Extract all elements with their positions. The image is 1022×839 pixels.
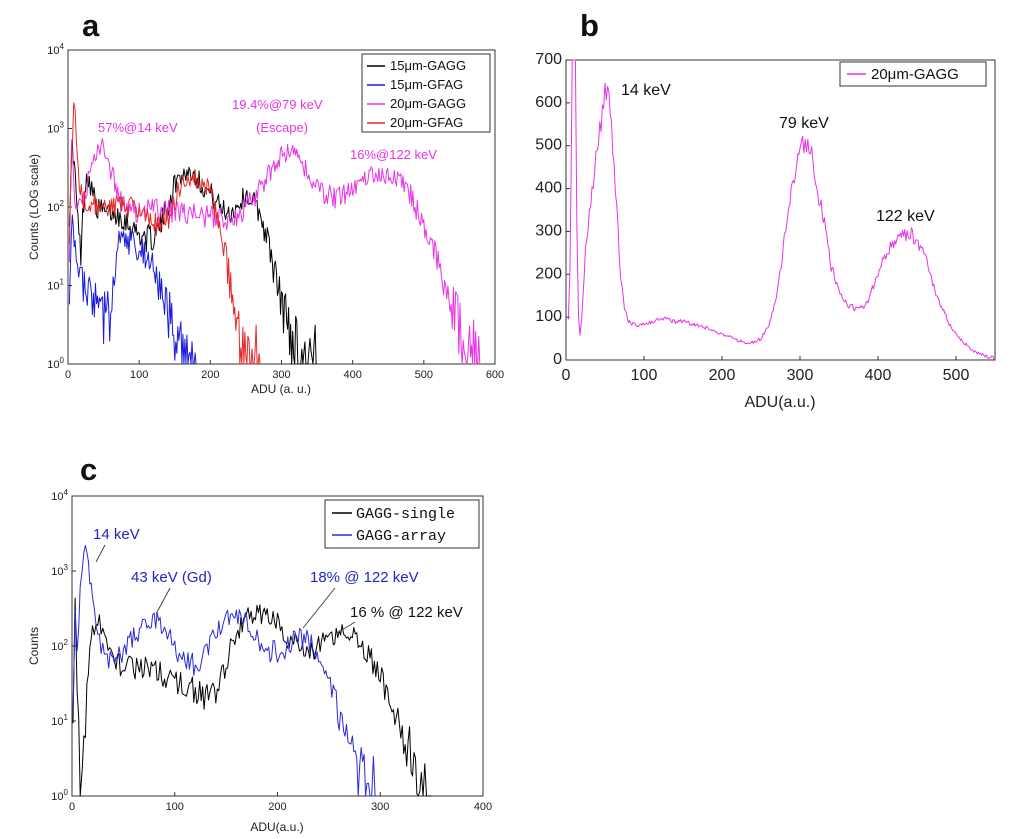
panel-a-y-tick-label-1: 101: [47, 278, 64, 293]
panel-a-series-20-m-gagg: [68, 138, 482, 365]
panel-c-annotation-43kev: 43 keV (Gd): [131, 569, 212, 586]
panel-b-y-tick-label-0: 0: [553, 351, 562, 368]
panel-c-annotation-16pct: 16 % @ 122 keV: [350, 604, 463, 621]
panel-a-x-tick-label-4: 400: [343, 369, 361, 381]
panel-c-x-tick-label-2: 200: [268, 801, 286, 813]
panel-c-annotation-43kev-arrow: [155, 587, 171, 615]
panel-a-legend-label-3: 20μm-GFAG: [390, 115, 463, 130]
panel-label-a: a: [82, 8, 100, 43]
panel-c-annotation-14kev-arrow: [95, 544, 106, 563]
panel-c-y-tick-label-4: 104: [51, 488, 68, 503]
panel-c-legend-box: [324, 499, 480, 549]
panel-c-y-tick-label-0: 100: [51, 788, 68, 803]
panel-a-x-tick-label-2: 200: [201, 369, 219, 381]
panel-a-x-tick-label-1: 100: [130, 369, 148, 381]
panel-b-annotation-122kev: 122 keV: [876, 208, 935, 225]
panel-b-y-tick-label-5: 500: [535, 137, 562, 154]
panel-c-legend-label-0: GAGG-single: [356, 506, 455, 523]
panel-a-legend: 15μm-GAGG 15μm-GFAG 20μm-GAGG 20μm-GFAG: [361, 53, 491, 133]
panel-a-legend-label-2: 20μm-GAGG: [390, 96, 466, 111]
panel-b-y-tick-label-1: 100: [535, 308, 562, 325]
panel-b-x-label: ADU(a.u.): [744, 394, 815, 411]
panel-b-x-tick-label-5: 500: [943, 367, 970, 384]
panel-c-x-tick-label-4: 400: [474, 801, 492, 813]
panel-b-y-tick-label-3: 300: [535, 222, 562, 239]
panel-b-y-tick-label-4: 400: [535, 180, 562, 197]
panel-c-y-tick-label-1: 101: [51, 713, 68, 728]
panel-a-series-20-m-gfag: [68, 102, 261, 365]
panel-a-series-15-m-gagg: [68, 139, 318, 365]
panel-c-series-gagg-single: [72, 597, 432, 797]
panel-c-y-tick-label-2: 102: [51, 638, 68, 653]
panel-b-y-tick-label-7: 700: [535, 51, 562, 68]
panel-a-annotation-14kev: 57%@14 keV: [98, 120, 178, 135]
panel-b-legend-label-0: 20μm-GAGG: [871, 66, 959, 83]
panel-b-series-20-m-gagg: [567, 59, 996, 360]
panel-c-x-tick-label-3: 300: [371, 801, 389, 813]
panel-b-x-tick-label-3: 300: [787, 367, 814, 384]
panel-b-x-tick-label-4: 400: [865, 367, 892, 384]
panel-a-y-tick-label-0: 100: [47, 356, 64, 371]
panel-a-x-label: ADU (a. u.): [251, 382, 311, 396]
panel-b-annotation-79kev: 79 keV: [779, 115, 829, 132]
panel-a-y-label: Counts (LOG scale): [27, 154, 41, 260]
panel-a-series-15-m-gfag: [68, 214, 197, 365]
panel-b-legend: 20μm-GAGG: [839, 61, 987, 87]
panel-a-x-tick-label-5: 500: [415, 369, 433, 381]
panel-c-x-label: ADU(a.u.): [250, 820, 303, 834]
panel-a-annotation-escape: (Escape): [256, 120, 308, 135]
panel-a-x-tick-label-0: 0: [65, 369, 71, 381]
panel-a-y-tick-label-4: 104: [47, 42, 64, 57]
panel-label-b: b: [580, 8, 599, 43]
panel-c-y-tick-label-3: 103: [51, 563, 68, 578]
panel-c-annotation-18pct: 18% @ 122 keV: [310, 569, 419, 586]
panel-a-x-tick-label-6: 600: [486, 369, 504, 381]
panel-b-chart: 0 100 200 300 400 500 0100200300400500600700 …: [535, 51, 996, 411]
panel-a-annotation-79kev: 19.4%@79 keV: [232, 97, 323, 112]
panel-b-x-tick-label-2: 200: [709, 367, 736, 384]
panel-a-y-tick-label-2: 102: [47, 199, 64, 214]
panel-b-x-tick-label-1: 100: [631, 367, 658, 384]
panel-b-y-tick-label-6: 600: [535, 94, 562, 111]
panel-a-x-tick-label-3: 300: [272, 369, 290, 381]
panel-c-annotation-16pct-arrow: [336, 621, 356, 634]
panel-c-series-gagg-array: [72, 545, 376, 797]
panel-c-y-label: Counts: [27, 627, 41, 665]
panel-a-legend-box: [361, 53, 491, 133]
panel-c-x-tick-label-1: 100: [166, 801, 184, 813]
panel-b-annotation-14kev: 14 keV: [621, 82, 671, 99]
panel-b-plot-frame: [565, 59, 996, 361]
panel-b-y-tick-label-2: 200: [535, 265, 562, 282]
panel-c-x-tick-label-0: 0: [69, 801, 75, 813]
panel-a-annotation-122kev: 16%@122 keV: [350, 147, 437, 162]
panel-a-legend-label-0: 15μm-GAGG: [390, 58, 466, 73]
panel-a-y-tick-label-3: 103: [47, 121, 64, 136]
panel-a-legend-label-1: 15μm-GFAG: [390, 77, 463, 92]
panel-c-legend: GAGG-single GAGG-array: [324, 499, 480, 549]
panel-c-annotation-14kev: 14 keV: [93, 526, 140, 543]
panel-c-annotation-18pct-arrow: [302, 587, 336, 629]
panel-label-c: c: [80, 452, 97, 487]
panel-b-x-tick-label-0: 0: [562, 367, 571, 384]
panel-c-legend-label-1: GAGG-array: [356, 528, 446, 545]
